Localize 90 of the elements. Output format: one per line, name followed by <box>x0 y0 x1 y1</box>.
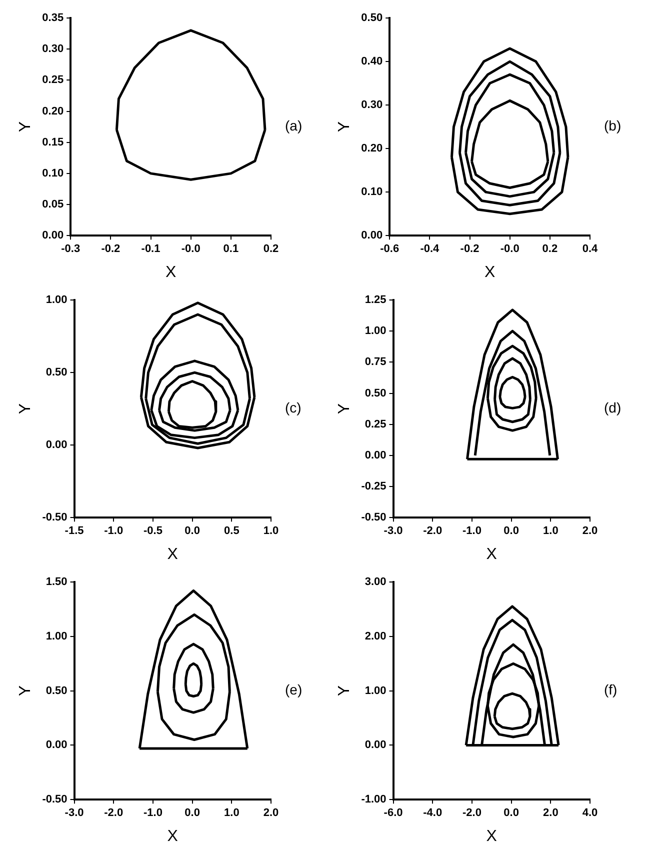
y-tick-label: 0.50 <box>46 366 68 379</box>
y-tick-label: -0.50 <box>361 512 386 524</box>
x-tick-label: -2.0 <box>423 525 442 538</box>
x-tick-label: -0.0 <box>500 243 520 256</box>
x-tick-label: -6.0 <box>384 807 403 820</box>
y-tick-label: 0.50 <box>46 684 68 697</box>
y-tick-label: 1.00 <box>46 630 68 642</box>
x-axis-title: X <box>486 828 498 845</box>
x-axis-title: X <box>167 828 178 845</box>
x-tick-label: 0.5 <box>224 525 240 538</box>
x-tick-label: -0.2 <box>460 243 480 256</box>
x-tick-label: -3.0 <box>64 807 84 820</box>
x-tick-label: 2.0 <box>543 807 558 820</box>
x-tick-label: -0.4 <box>420 243 440 256</box>
y-tick-label: 0.75 <box>364 356 386 368</box>
y-tick-label: 0.05 <box>42 198 64 211</box>
y-tick-label: -0.50 <box>42 512 68 524</box>
y-tick-label: 1.50 <box>46 576 68 588</box>
x-axis-title: X <box>167 546 178 563</box>
y-tick-label: 0.30 <box>361 99 383 112</box>
x-tick-label: 0.0 <box>504 525 519 538</box>
x-tick-label: -0.2 <box>101 243 120 256</box>
y-axis-title: Y <box>17 121 34 132</box>
y-tick-label: 0.00 <box>361 230 383 242</box>
x-axis-title: X <box>486 546 498 563</box>
x-tick-label: -1.0 <box>143 807 162 820</box>
y-tick-label: 0.00 <box>364 449 386 462</box>
y-tick-label: 2.00 <box>364 630 386 642</box>
text: (e) <box>285 682 302 698</box>
x-tick-label: 1.0 <box>263 525 279 538</box>
text: (f) <box>604 682 618 698</box>
y-tick-label: 0.10 <box>42 167 64 180</box>
y-axis-title: Y <box>17 403 34 414</box>
y-tick-label: 0.00 <box>42 230 64 242</box>
y-axis-title: Y <box>17 685 34 696</box>
y-tick-label: 1.25 <box>364 294 386 306</box>
y-axis-title: Y <box>336 685 354 696</box>
x-tick-label: 0.0 <box>184 807 200 820</box>
x-tick-label: 0.1 <box>223 243 239 256</box>
text: (b) <box>604 118 622 134</box>
x-tick-label: -0.6 <box>380 243 400 256</box>
x-tick-label: -1.0 <box>462 525 482 538</box>
text: (d) <box>604 400 622 416</box>
x-tick-label: 4.0 <box>582 807 598 820</box>
y-tick-label: -0.25 <box>361 480 386 493</box>
y-tick-label: 0.00 <box>364 739 386 752</box>
x-tick-label: -0.5 <box>143 525 162 538</box>
y-tick-label: 3.00 <box>364 576 386 588</box>
x-tick-label: -2.0 <box>462 807 482 820</box>
y-tick-label: 0.00 <box>46 739 68 752</box>
y-axis-title: Y <box>336 403 354 414</box>
x-tick-label: -1.5 <box>64 525 84 538</box>
x-tick-label: -0.0 <box>181 243 200 256</box>
y-axis-title: Y <box>336 121 354 132</box>
text: (c) <box>285 400 302 416</box>
x-tick-label: -3.0 <box>384 525 403 538</box>
y-tick-label: 0.20 <box>42 105 64 118</box>
x-tick-label: 0.0 <box>504 807 519 820</box>
y-tick-label: 1.00 <box>364 325 386 338</box>
y-tick-label: 0.35 <box>42 12 64 24</box>
text: (a) <box>285 118 302 134</box>
x-tick-label: -1.0 <box>104 525 124 538</box>
x-tick-label: -4.0 <box>423 807 442 820</box>
y-tick-label: 0.25 <box>42 74 64 86</box>
y-tick-label: 0.25 <box>364 418 386 430</box>
x-tick-label: 0.2 <box>263 243 279 256</box>
y-tick-label: 0.20 <box>361 142 383 155</box>
y-tick-label: -1.00 <box>361 794 386 806</box>
x-tick-label: 2.0 <box>263 807 279 820</box>
x-tick-label: -0.3 <box>61 243 80 256</box>
y-tick-label: 0.15 <box>42 136 64 148</box>
x-tick-label: 1.0 <box>543 525 558 538</box>
y-tick-label: 0.00 <box>46 439 68 452</box>
x-tick-label: 0.0 <box>184 525 200 538</box>
x-tick-label: 1.0 <box>224 807 240 820</box>
y-tick-label: 1.00 <box>46 294 68 306</box>
x-tick-label: 0.4 <box>582 243 599 256</box>
x-axis-title: X <box>484 264 496 281</box>
y-tick-label: 0.50 <box>361 12 383 24</box>
y-tick-label: 1.00 <box>364 684 386 697</box>
x-axis-title: X <box>165 264 176 281</box>
y-tick-label: 0.40 <box>361 56 383 68</box>
x-tick-label: -2.0 <box>104 807 124 820</box>
y-tick-label: -0.50 <box>42 794 68 806</box>
y-tick-label: 0.10 <box>361 186 383 198</box>
x-tick-label: -0.1 <box>141 243 160 256</box>
y-tick-label: 0.50 <box>364 387 386 400</box>
x-tick-label: 0.2 <box>542 243 558 256</box>
x-tick-label: 2.0 <box>582 525 598 538</box>
y-tick-label: 0.30 <box>42 43 64 56</box>
